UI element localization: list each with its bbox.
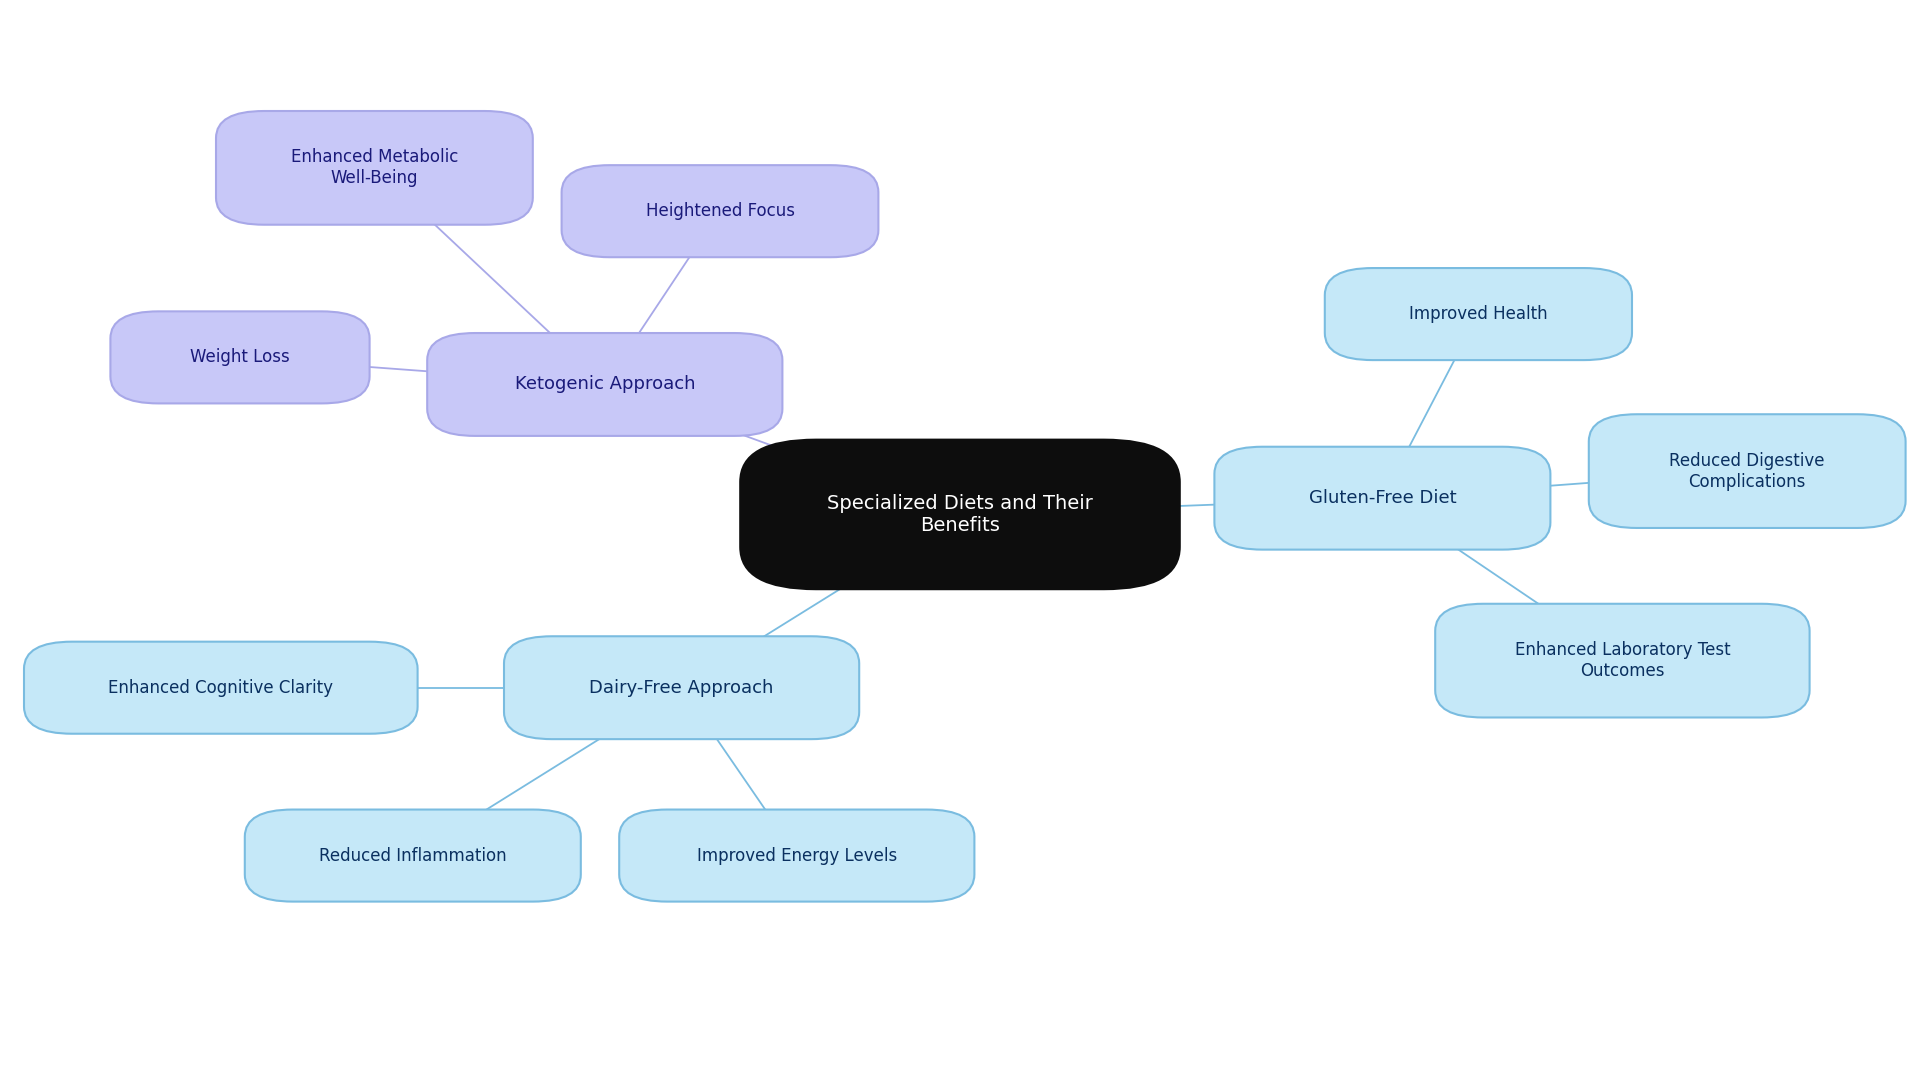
Text: Dairy-Free Approach: Dairy-Free Approach <box>589 679 774 696</box>
Text: Reduced Inflammation: Reduced Inflammation <box>319 847 507 864</box>
Text: Weight Loss: Weight Loss <box>190 349 290 366</box>
Text: Ketogenic Approach: Ketogenic Approach <box>515 376 695 393</box>
FancyBboxPatch shape <box>1590 415 1905 529</box>
Text: Enhanced Metabolic
Well-Being: Enhanced Metabolic Well-Being <box>290 148 459 187</box>
FancyBboxPatch shape <box>1213 446 1551 549</box>
Text: Heightened Focus: Heightened Focus <box>645 203 795 220</box>
Text: Enhanced Cognitive Clarity: Enhanced Cognitive Clarity <box>108 679 334 696</box>
FancyBboxPatch shape <box>215 112 534 225</box>
FancyBboxPatch shape <box>426 334 783 435</box>
FancyBboxPatch shape <box>739 439 1181 590</box>
FancyBboxPatch shape <box>503 637 858 739</box>
FancyBboxPatch shape <box>23 641 419 734</box>
FancyBboxPatch shape <box>561 166 879 258</box>
FancyBboxPatch shape <box>618 810 975 901</box>
Text: Improved Health: Improved Health <box>1409 305 1548 323</box>
Text: Reduced Digestive
Complications: Reduced Digestive Complications <box>1670 452 1824 491</box>
FancyBboxPatch shape <box>1325 269 1632 360</box>
Text: Specialized Diets and Their
Benefits: Specialized Diets and Their Benefits <box>828 494 1092 535</box>
FancyBboxPatch shape <box>111 312 369 404</box>
Text: Gluten-Free Diet: Gluten-Free Diet <box>1309 490 1455 507</box>
FancyBboxPatch shape <box>246 810 580 901</box>
Text: Enhanced Laboratory Test
Outcomes: Enhanced Laboratory Test Outcomes <box>1515 641 1730 680</box>
Text: Improved Energy Levels: Improved Energy Levels <box>697 847 897 864</box>
FancyBboxPatch shape <box>1434 604 1809 717</box>
